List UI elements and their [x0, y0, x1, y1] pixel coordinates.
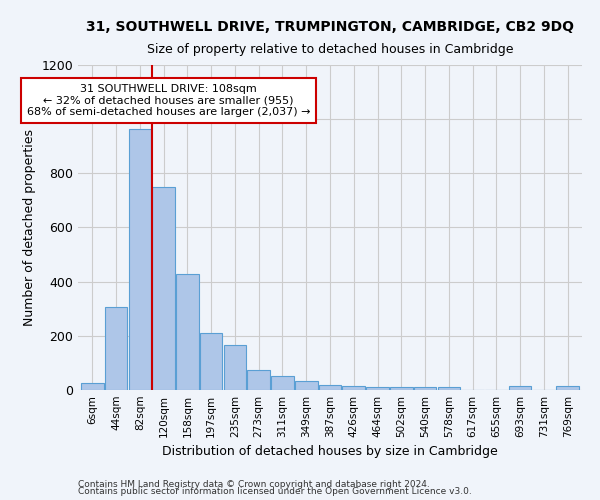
Text: Contains public sector information licensed under the Open Government Licence v3: Contains public sector information licen…: [78, 488, 472, 496]
Text: 31, SOUTHWELL DRIVE, TRUMPINGTON, CAMBRIDGE, CB2 9DQ: 31, SOUTHWELL DRIVE, TRUMPINGTON, CAMBRI…: [86, 20, 574, 34]
Bar: [437, 388, 460, 390]
Bar: [366, 388, 389, 390]
Text: 31 SOUTHWELL DRIVE: 108sqm
← 32% of detached houses are smaller (955)
68% of sem: 31 SOUTHWELL DRIVE: 108sqm ← 32% of deta…: [26, 84, 310, 117]
Text: Contains HM Land Registry data © Crown copyright and database right 2024.: Contains HM Land Registry data © Crown c…: [78, 480, 430, 489]
X-axis label: Distribution of detached houses by size in Cambridge: Distribution of detached houses by size …: [162, 446, 498, 458]
Bar: [343, 386, 365, 390]
Y-axis label: Number of detached properties: Number of detached properties: [23, 129, 36, 326]
Bar: [509, 386, 532, 390]
Text: Size of property relative to detached houses in Cambridge: Size of property relative to detached ho…: [147, 42, 513, 56]
Bar: [224, 346, 246, 390]
Bar: [128, 128, 151, 390]
Bar: [319, 384, 341, 390]
Bar: [556, 386, 579, 390]
Bar: [390, 388, 413, 390]
Bar: [271, 376, 294, 390]
Bar: [105, 308, 127, 390]
Bar: [152, 187, 175, 390]
Bar: [414, 388, 436, 390]
Bar: [247, 370, 270, 390]
Bar: [176, 274, 199, 390]
Bar: [81, 383, 104, 390]
Bar: [200, 333, 223, 390]
Bar: [295, 380, 317, 390]
